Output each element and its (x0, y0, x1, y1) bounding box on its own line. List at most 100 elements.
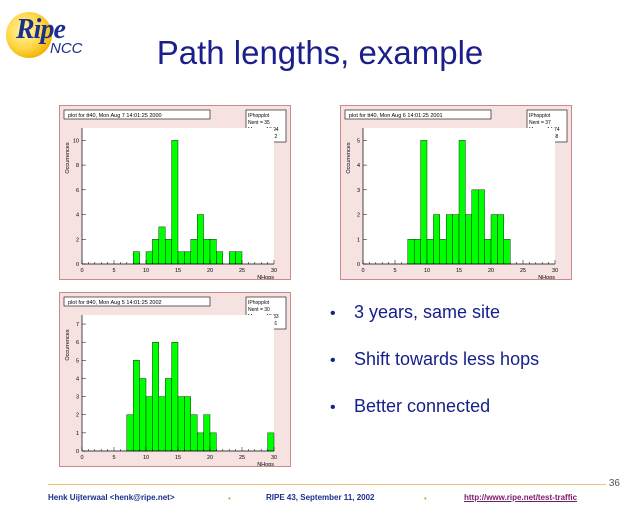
histogram-bar (445, 214, 453, 265)
stats-line: IPhopplot (248, 113, 270, 119)
x-tick-label: 5 (112, 455, 115, 461)
x-tick-label: 30 (552, 268, 558, 274)
bullet-dot-icon: • (330, 399, 336, 416)
histogram-bar (171, 140, 179, 265)
histogram-bar (228, 251, 236, 265)
chart-title-box (344, 109, 492, 120)
histogram-2001: plot for tt40, Mon Aug 6 14:01:25 2001 IP… (344, 109, 568, 279)
histogram-bar (433, 214, 441, 265)
histogram-bar (177, 396, 185, 452)
histogram-bar (209, 432, 217, 452)
histogram-bar (158, 226, 166, 265)
histogram-bar (145, 396, 153, 452)
x-tick-label: 15 (175, 268, 181, 274)
histogram-bar (203, 239, 211, 265)
y-tick-label: 4 (76, 376, 79, 382)
footer-separator: • (228, 494, 231, 503)
histogram-bar (177, 251, 185, 265)
histogram-bar (152, 342, 160, 452)
histogram-2000: plot for tt40, Mon Aug 7 14:01:25 2000 IP… (63, 109, 287, 279)
histogram-bar (209, 239, 217, 265)
x-tick-label: 25 (239, 455, 245, 461)
x-tick-label: 15 (456, 268, 462, 274)
logo-ncc-text: NCC (50, 40, 83, 57)
x-tick-label: 25 (520, 268, 526, 274)
histogram-bar (126, 414, 134, 452)
histogram-bar (139, 378, 147, 452)
x-tick-label: 10 (143, 455, 149, 461)
y-tick-label: 8 (76, 163, 79, 169)
y-tick-label: 6 (76, 188, 79, 194)
slide-title: Path lengths, example (156, 34, 484, 71)
histogram-panel-2001: plot for tt40, Mon Aug 6 14:01:25 2001 IP… (340, 105, 572, 280)
histogram-bar (484, 239, 492, 265)
y-tick-label: 0 (76, 449, 79, 455)
histogram-bar (196, 214, 204, 265)
histogram-bar (190, 414, 198, 452)
bullet-item: • Shift towards less hops (330, 349, 630, 396)
y-tick-label: 3 (357, 188, 360, 194)
y-tick-label: 1 (76, 431, 79, 437)
histogram-bar (152, 239, 160, 265)
footer-separator: • (424, 494, 427, 503)
x-tick-label: 5 (112, 268, 115, 274)
y-axis-label: Occurrences (65, 329, 71, 360)
histogram-bar (420, 140, 428, 265)
chart-title: plot for tt40, Mon Aug 7 14:01:25 2000 (68, 113, 162, 119)
histogram-bar (184, 396, 192, 452)
histogram-bar (164, 239, 172, 265)
histogram-bar (490, 214, 498, 265)
histogram-bar (216, 251, 223, 265)
ripe-ncc-logo: Ripe NCC (6, 8, 86, 62)
histogram-bar (477, 189, 485, 265)
y-tick-label: 5 (76, 358, 79, 364)
histogram-bar (196, 432, 204, 452)
y-tick-label: 2 (76, 237, 79, 243)
histogram-bar (452, 214, 460, 265)
bullet-text: Shift towards less hops (354, 349, 540, 369)
y-tick-label: 0 (76, 262, 79, 268)
stats-line: Nent = 35 (248, 120, 270, 126)
y-axis-label: Occurrences (346, 142, 352, 173)
bullet-text: 3 years, same site (354, 302, 501, 322)
logo-ripe-text: Ripe (16, 14, 66, 45)
chart-title: plot for tt40, Mon Aug 6 14:01:25 2001 (349, 113, 443, 119)
histogram-bar (132, 360, 140, 452)
bullet-item: • Better connected (330, 396, 630, 443)
x-tick-label: 30 (271, 268, 277, 274)
bullet-text: Better connected (354, 396, 491, 416)
histogram-2002: plot for tt40, Mon Aug 5 14:01:25 2002 IP… (63, 296, 287, 466)
bullet-dot-icon: • (330, 352, 336, 369)
y-tick-label: 3 (76, 395, 79, 401)
x-tick-label: 10 (143, 268, 149, 274)
x-tick-label: 20 (207, 455, 213, 461)
chart-title-box (63, 296, 211, 307)
histogram-bar (145, 251, 153, 265)
x-axis-label: NHops (257, 462, 274, 466)
histogram-bar (471, 189, 479, 265)
y-tick-label: 10 (73, 138, 79, 144)
y-axis-label: Occurrences (65, 142, 71, 173)
y-tick-label: 4 (357, 163, 360, 169)
histogram-bar (158, 396, 166, 452)
y-tick-label: 2 (357, 213, 360, 219)
histogram-bar (267, 432, 275, 452)
logo-sun-icon (6, 12, 52, 58)
x-tick-label: 0 (80, 455, 83, 461)
y-tick-label: 0 (357, 262, 360, 268)
y-tick-label: 6 (76, 340, 79, 346)
bullet-list: • 3 years, same site • Shift towards les… (330, 302, 630, 443)
chart-title: plot for tt40, Mon Aug 5 14:01:25 2002 (68, 300, 162, 306)
histogram-bar (407, 239, 415, 265)
footer-divider (48, 484, 606, 485)
y-tick-label: 1 (357, 237, 360, 243)
x-tick-label: 5 (393, 268, 396, 274)
histogram-bar (439, 239, 447, 265)
footer-url-link[interactable]: http://www.ripe.net/test-traffic (464, 493, 578, 502)
footer-event: RIPE 43, September 11, 2002 (266, 493, 375, 502)
x-axis-label: NHops (538, 275, 555, 279)
histogram-bar (458, 140, 466, 265)
x-tick-label: 25 (239, 268, 245, 274)
histogram-bar (132, 251, 140, 265)
stats-line: IPhopplot (529, 113, 551, 119)
